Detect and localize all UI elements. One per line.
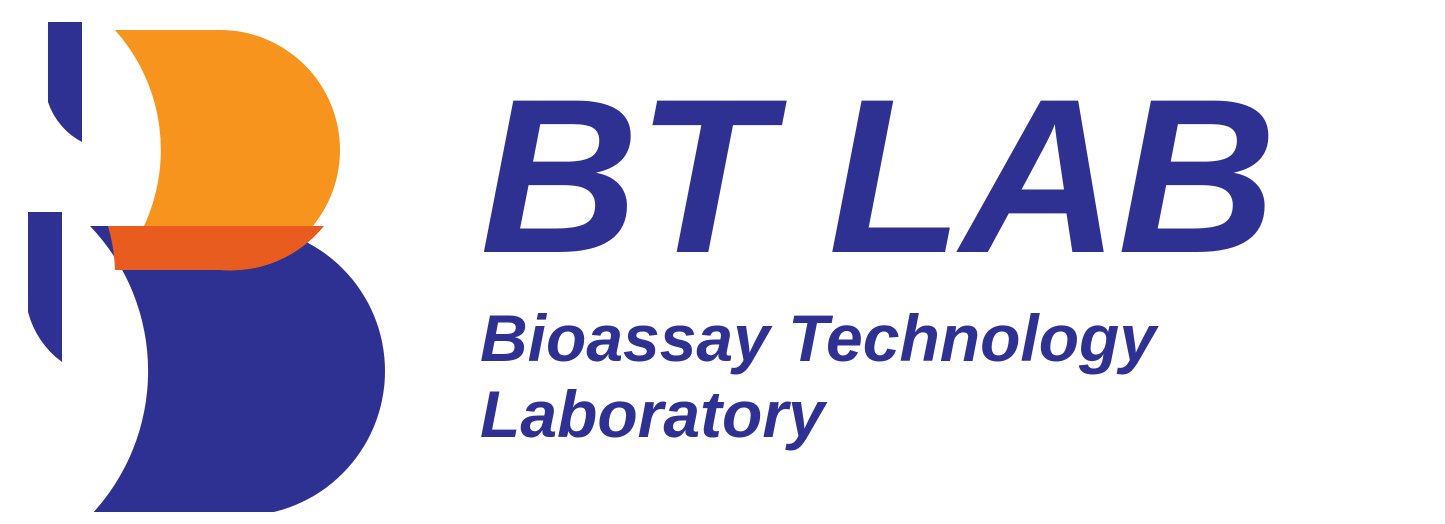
logo-b-icon	[20, 12, 420, 512]
logo-stem-bottom	[28, 212, 62, 362]
logo-stem-top	[48, 22, 82, 142]
tagline-line-2: Laboratory	[480, 377, 825, 451]
tagline-line-1: Bioassay Technology	[480, 301, 1156, 375]
tagline: Bioassay Technology Laboratory	[480, 301, 1275, 453]
logo-container: BT LAB Bioassay Technology Laboratory	[0, 12, 1275, 512]
brand-name: BT LAB	[480, 72, 1275, 281]
logo-mark	[20, 12, 420, 512]
logo-text-block: BT LAB Bioassay Technology Laboratory	[480, 72, 1275, 453]
